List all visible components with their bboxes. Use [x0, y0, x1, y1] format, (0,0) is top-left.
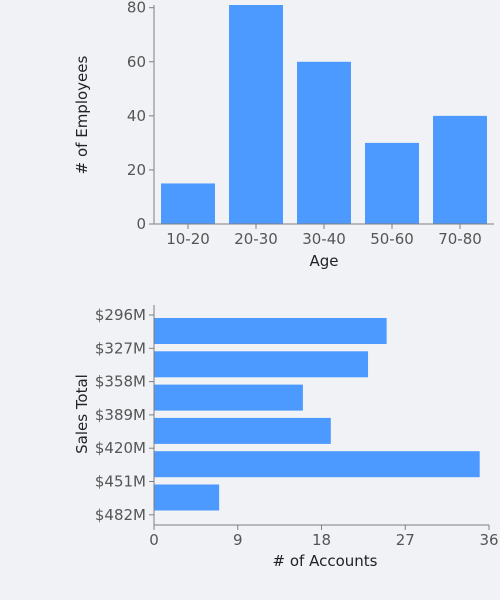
- c2-y-axis-title: Sales Total: [73, 374, 91, 454]
- c2-y-tick-label: $296M: [95, 306, 146, 324]
- c2-bar-3: [154, 417, 331, 444]
- c2-bar-0: [154, 318, 387, 344]
- c2-x-ticks: 0 9 18 27 36: [149, 525, 499, 549]
- c2-bar-4: [154, 451, 480, 478]
- c1-x-axis-title: Age: [309, 252, 338, 270]
- c1-bar-30-40: [297, 61, 351, 225]
- c2-x-tick-label: 9: [233, 531, 243, 549]
- c1-x-tick-label: 10-20: [166, 230, 210, 248]
- c1-y-ticks: 0 20 40 60 80: [127, 0, 154, 233]
- c2-bar-5: [154, 484, 220, 511]
- c1-bar-50-60: [365, 142, 419, 224]
- c2-y-tick-label: $389M: [95, 406, 146, 424]
- c1-x-tick-label: 70-80: [438, 230, 482, 248]
- c2-y-tick-label: $451M: [95, 473, 146, 491]
- c2-bar-2: [154, 384, 303, 411]
- c1-x-tick-label: 30-40: [302, 230, 346, 248]
- c1-bar-10-20: [161, 183, 215, 224]
- c1-y-tick-label: 20: [127, 161, 146, 179]
- c2-bar-1: [154, 351, 369, 378]
- c2-x-axis-title: # of Accounts: [273, 552, 378, 570]
- c1-x-tick-label: 50-60: [370, 230, 414, 248]
- c1-y-tick-label: 0: [136, 215, 146, 233]
- c2-bars-group: [154, 318, 480, 511]
- c2-x-tick-label: 27: [396, 531, 415, 549]
- c1-y-tick-label: 40: [127, 107, 146, 125]
- c1-y-tick-label: 60: [127, 53, 146, 71]
- c2-y-tick-label: $482M: [95, 506, 146, 524]
- c1-bar-20-30: [229, 5, 283, 224]
- c2-y-tick-label: $327M: [95, 339, 146, 357]
- c1-x-ticks: 10-20 20-30 30-40 50-60 70-80: [166, 224, 482, 248]
- c1-bar-70-80: [433, 115, 487, 224]
- c2-x-tick-label: 36: [479, 531, 498, 549]
- c2-y-tick-label: $358M: [95, 373, 146, 391]
- c1-y-tick-label: 80: [127, 0, 146, 17]
- c2-y-ticks: $296M $327M $358M $389M $420M $451M $482M: [95, 306, 154, 524]
- c2-x-tick-label: 0: [149, 531, 159, 549]
- c1-x-tick-label: 20-30: [234, 230, 278, 248]
- c1-bars-group: [161, 5, 487, 225]
- c2-x-tick-label: 18: [312, 531, 331, 549]
- accounts-by-sales-chart: $296M $327M $358M $389M $420M $451M $482M 0 9 18…: [73, 305, 499, 570]
- c2-y-tick-label: $420M: [95, 439, 146, 457]
- c1-y-axis-title: # of Employees: [73, 55, 91, 174]
